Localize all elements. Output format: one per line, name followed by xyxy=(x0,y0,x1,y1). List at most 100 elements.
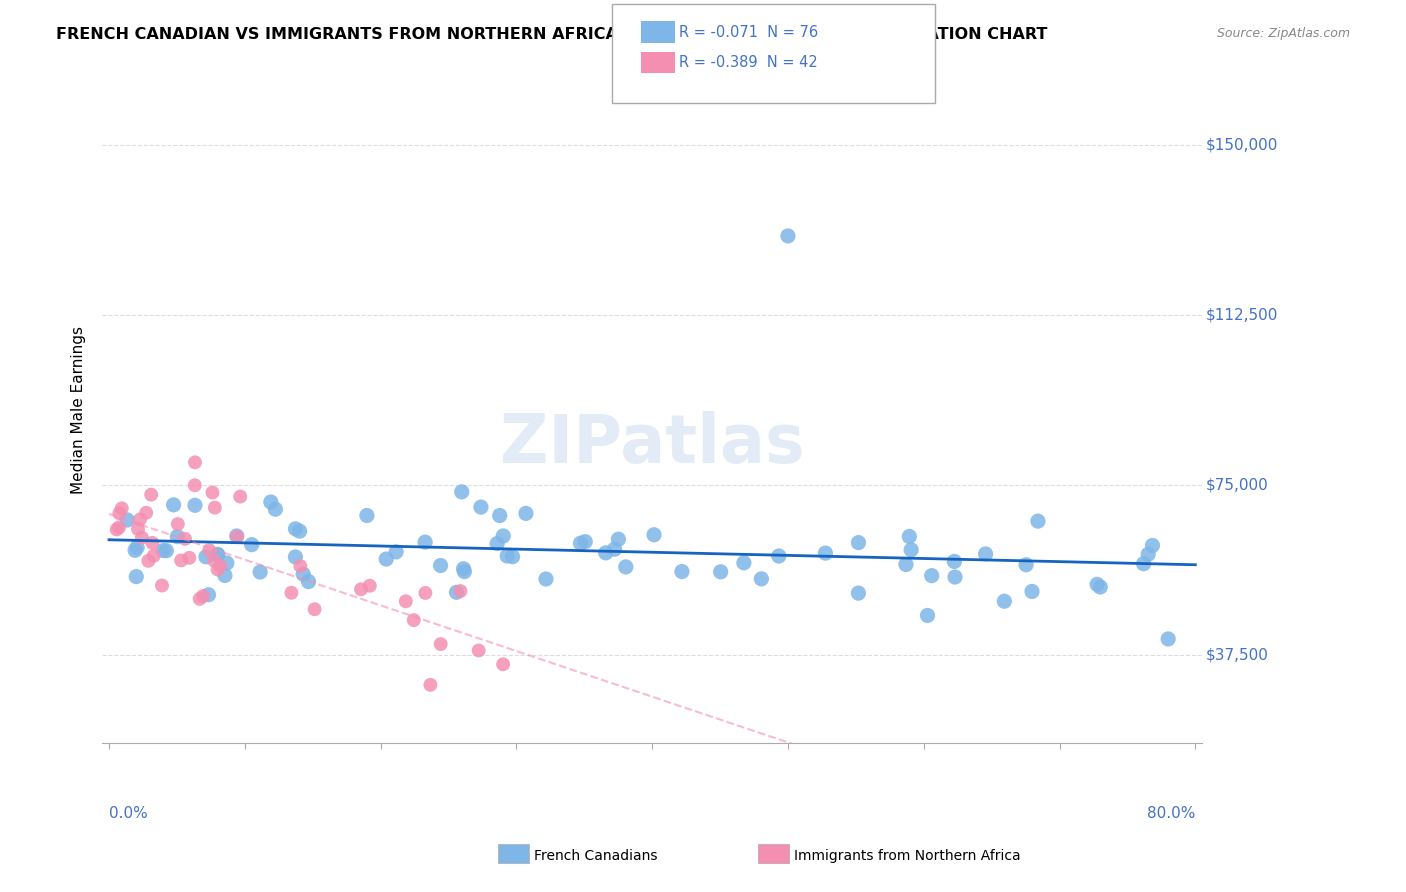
Text: FRENCH CANADIAN VS IMMIGRANTS FROM NORTHERN AFRICA MEDIAN MALE EARNINGS CORRELAT: FRENCH CANADIAN VS IMMIGRANTS FROM NORTH… xyxy=(56,27,1047,42)
Point xyxy=(288,524,311,538)
Point xyxy=(207,548,229,562)
Point xyxy=(446,585,468,599)
Point xyxy=(486,536,509,550)
Point xyxy=(453,562,475,576)
Point xyxy=(292,567,315,582)
Text: R = -0.071  N = 76: R = -0.071 N = 76 xyxy=(679,25,818,39)
Point xyxy=(166,517,188,532)
Point xyxy=(429,637,451,651)
Point xyxy=(141,488,163,502)
Text: $150,000: $150,000 xyxy=(1206,138,1278,153)
Point xyxy=(184,498,207,512)
Point xyxy=(492,657,515,672)
Point xyxy=(209,558,232,573)
Point xyxy=(492,529,515,543)
Text: $112,500: $112,500 xyxy=(1206,308,1278,323)
Point xyxy=(108,520,131,534)
Point xyxy=(385,545,408,559)
Point xyxy=(215,556,238,570)
Point xyxy=(229,490,252,504)
Point xyxy=(184,478,207,492)
Point xyxy=(359,579,381,593)
Point xyxy=(155,543,177,558)
Point xyxy=(197,588,219,602)
Point xyxy=(1021,584,1043,599)
Point xyxy=(496,549,519,563)
Point xyxy=(1026,514,1049,528)
Point xyxy=(125,569,148,583)
Point xyxy=(603,542,626,557)
Point xyxy=(751,572,773,586)
Text: Source: ZipAtlas.com: Source: ZipAtlas.com xyxy=(1216,27,1350,40)
Text: French Canadians: French Canadians xyxy=(534,849,658,863)
Point xyxy=(643,528,665,542)
Point xyxy=(614,560,637,574)
Point xyxy=(395,594,418,608)
Point xyxy=(304,602,326,616)
Point xyxy=(136,554,159,568)
Point xyxy=(207,562,229,576)
Point xyxy=(290,559,312,574)
Text: ZIPatlas: ZIPatlas xyxy=(501,410,804,476)
Point xyxy=(419,678,441,692)
Point xyxy=(848,535,870,549)
Point xyxy=(127,522,149,536)
Point xyxy=(733,556,755,570)
Point xyxy=(943,554,966,568)
Point xyxy=(117,513,139,527)
Point xyxy=(671,565,693,579)
Point xyxy=(402,613,425,627)
Text: Immigrants from Northern Africa: Immigrants from Northern Africa xyxy=(794,849,1021,863)
Point xyxy=(124,543,146,558)
Point xyxy=(607,533,630,547)
Point xyxy=(249,565,271,579)
Point xyxy=(1090,580,1112,594)
Point xyxy=(569,536,592,550)
Point xyxy=(900,542,922,557)
Point xyxy=(170,553,193,567)
Point xyxy=(356,508,378,523)
Point xyxy=(166,530,188,544)
Point xyxy=(207,548,229,562)
Point xyxy=(1132,557,1154,571)
Point xyxy=(204,500,226,515)
Point xyxy=(1137,547,1160,561)
Point xyxy=(194,549,217,564)
Point xyxy=(488,508,510,523)
Point xyxy=(129,512,152,526)
Point xyxy=(142,549,165,563)
Point xyxy=(111,501,134,516)
Text: $37,500: $37,500 xyxy=(1206,648,1270,662)
Point xyxy=(202,553,225,567)
Point xyxy=(150,578,173,592)
Point xyxy=(894,558,917,572)
Point xyxy=(917,608,939,623)
Point xyxy=(574,534,596,549)
Point xyxy=(1085,577,1108,591)
Point xyxy=(1015,558,1038,572)
Point xyxy=(108,506,131,520)
Point xyxy=(470,500,492,514)
Text: $75,000: $75,000 xyxy=(1206,477,1270,492)
Point xyxy=(188,591,211,606)
Point xyxy=(284,549,307,564)
Point xyxy=(415,586,437,600)
Point xyxy=(515,507,537,521)
Point xyxy=(898,529,921,543)
Point xyxy=(284,522,307,536)
Point xyxy=(595,546,617,560)
Point xyxy=(993,594,1015,608)
Text: R = -0.389  N = 42: R = -0.389 N = 42 xyxy=(679,55,818,70)
Point xyxy=(264,502,287,516)
Point xyxy=(297,574,319,589)
Point xyxy=(226,530,249,544)
Point xyxy=(280,586,302,600)
Point xyxy=(141,536,163,550)
Point xyxy=(201,485,224,500)
Point xyxy=(198,543,221,558)
Point xyxy=(1157,632,1180,646)
Text: 0.0%: 0.0% xyxy=(110,806,148,822)
Point xyxy=(135,506,157,520)
Point xyxy=(848,586,870,600)
Point xyxy=(105,523,128,537)
